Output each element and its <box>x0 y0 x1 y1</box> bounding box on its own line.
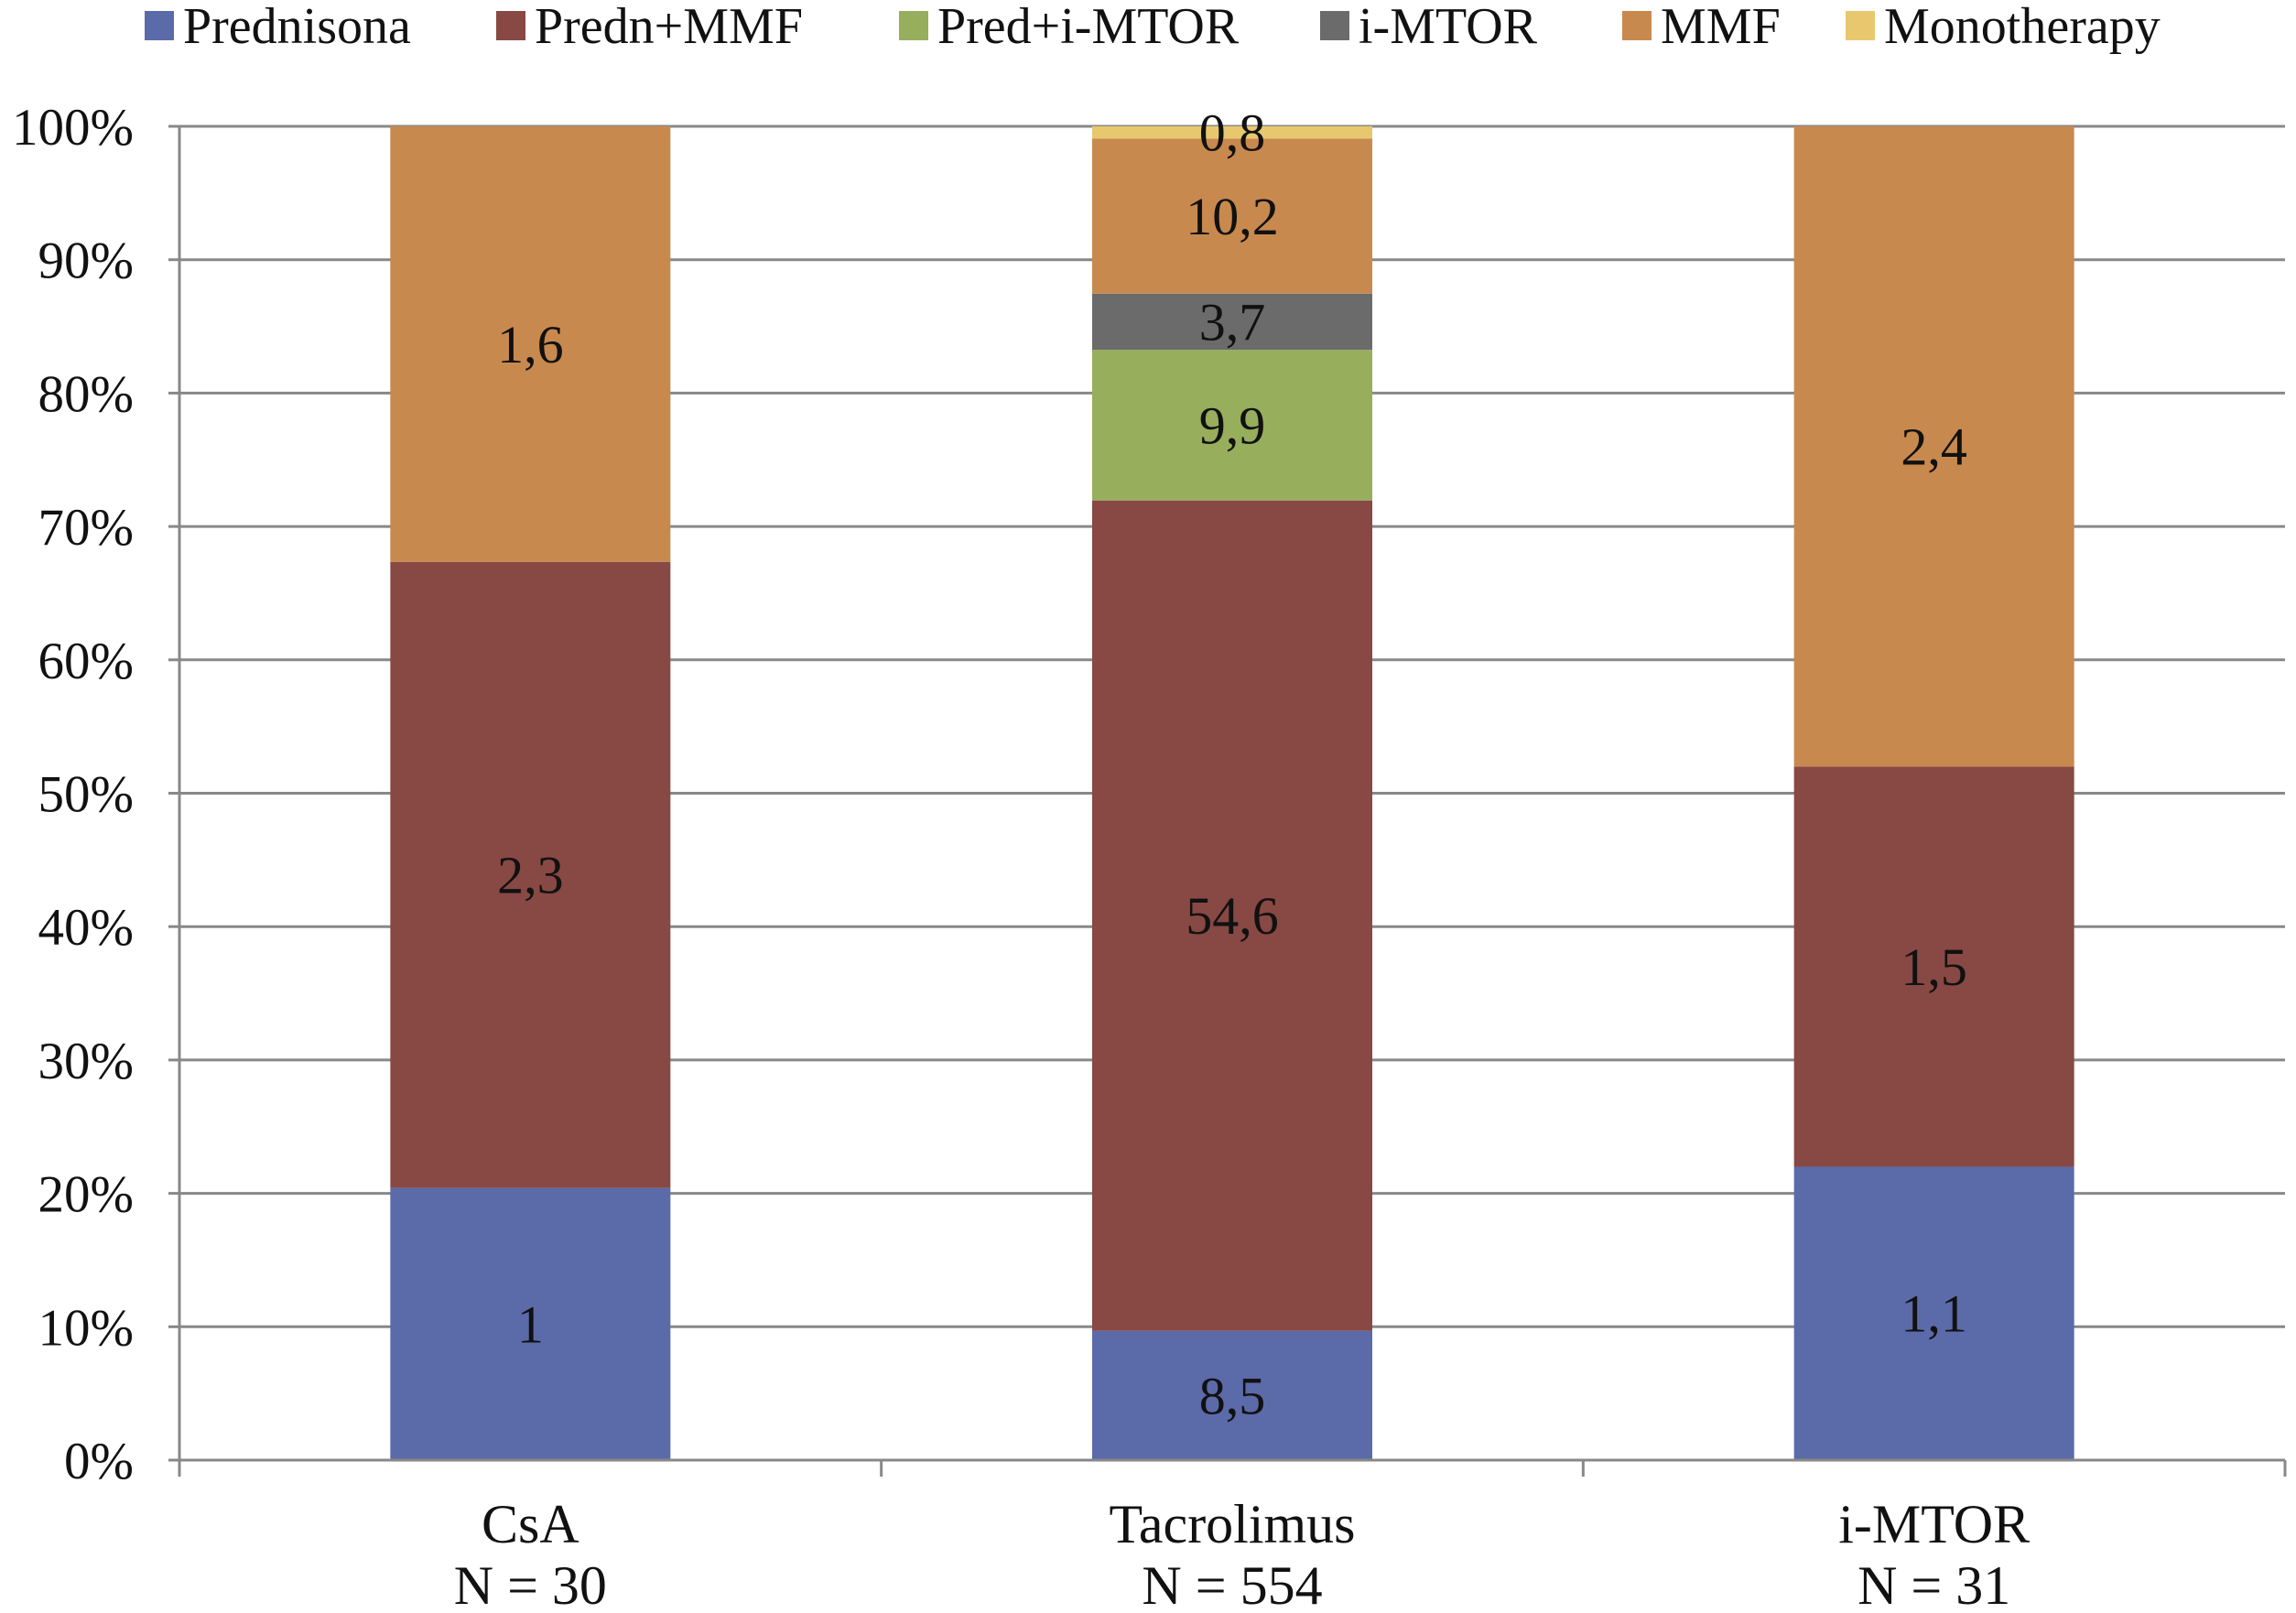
y-tick-label: 40% <box>38 899 134 957</box>
bar-segment <box>1092 350 1372 501</box>
y-tick-label: 0% <box>64 1433 134 1490</box>
bars: 1 2,3 1,6 8,5 54,6 9,9 3,7 10,2 0,8 1,1 1,5 2,4 <box>390 103 2074 1460</box>
x-category-label: Tacrolimus <box>1109 1494 1355 1554</box>
data-label: 9,9 <box>1199 395 1266 455</box>
data-label: 3,7 <box>1199 292 1266 352</box>
y-tick-label: 60% <box>38 633 134 690</box>
legend-label: i-MTOR <box>1359 0 1538 55</box>
y-tick-label: 70% <box>38 499 134 557</box>
y-tick-label: 20% <box>38 1166 134 1224</box>
x-category-sublabel: N = 30 <box>454 1555 607 1613</box>
x-category-sublabel: N = 31 <box>1857 1555 2010 1613</box>
legend-label: MMF <box>1661 0 1781 55</box>
y-tick-label: 50% <box>38 766 134 824</box>
bar-segment <box>1793 1166 2074 1460</box>
data-label: 8,5 <box>1199 1366 1266 1425</box>
legend-label: Prednisona <box>183 0 411 55</box>
bar-segment <box>1092 293 1372 351</box>
data-label: 10,2 <box>1186 187 1279 246</box>
y-tick-label: 10% <box>38 1299 134 1357</box>
x-category-label: CsA <box>482 1494 579 1554</box>
bar-segment <box>390 126 671 562</box>
y-tick-label: 30% <box>38 1033 134 1090</box>
legend-label: Monotherapy <box>1884 0 2161 55</box>
bar-segment <box>1092 500 1372 1331</box>
legend: Prednisona Predn+MMF Pred+i-MTOR i-MTOR MMF M… <box>145 0 2161 55</box>
legend-swatch <box>899 11 928 40</box>
y-axis: 0% 10% 20% 30% 40% 50% 60% 70% 80% 90% 100% <box>12 99 181 1490</box>
legend-swatch <box>1320 11 1349 40</box>
x-category-sublabel: N = 554 <box>1142 1555 1322 1613</box>
data-label: 1,6 <box>497 315 564 374</box>
bar-segment <box>390 561 671 1188</box>
data-label: 1,5 <box>1901 937 1967 997</box>
y-tick-label: 80% <box>38 365 134 423</box>
data-label: 54,6 <box>1186 886 1279 946</box>
bar-segment <box>1793 126 2074 767</box>
x-category-label: i-MTOR <box>1838 1494 2030 1554</box>
data-label: 0,8 <box>1199 103 1266 163</box>
data-label: 2,3 <box>497 846 564 905</box>
bar-segment <box>1092 1330 1372 1460</box>
legend-swatch <box>1846 11 1875 40</box>
y-tick-label: 90% <box>38 233 134 290</box>
bar-segment <box>1092 126 1372 139</box>
data-label: 1,1 <box>1901 1284 1967 1344</box>
legend-label: Predn+MMF <box>535 0 803 55</box>
bar-segment <box>390 1187 671 1460</box>
legend-swatch <box>496 11 525 40</box>
legend-swatch <box>145 11 174 40</box>
bar-segment <box>1092 138 1372 294</box>
y-tick-label: 100% <box>12 99 134 157</box>
data-label: 1 <box>517 1294 544 1354</box>
bar-segment <box>1793 766 2074 1167</box>
data-label: 2,4 <box>1901 417 1967 477</box>
legend-swatch <box>1622 11 1652 40</box>
legend-label: Pred+i-MTOR <box>937 0 1240 55</box>
